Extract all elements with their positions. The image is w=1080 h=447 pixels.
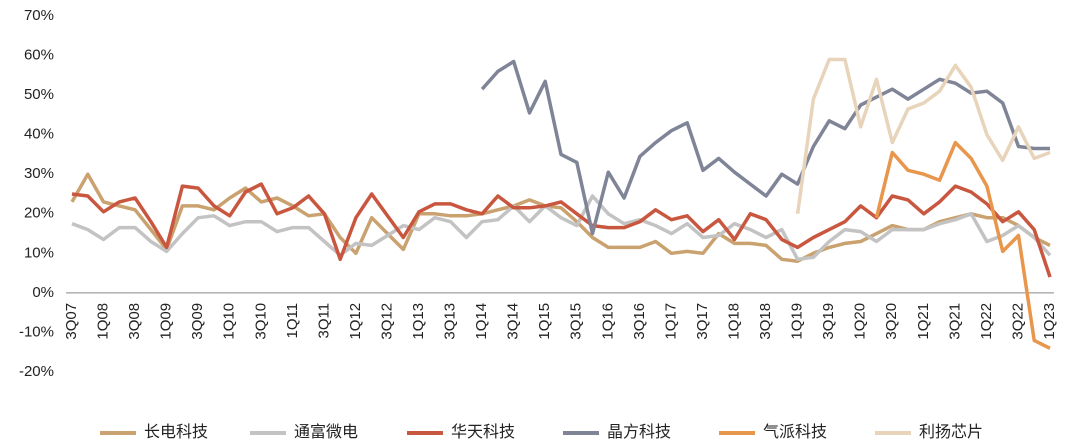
legend-label: 华天科技 xyxy=(451,423,515,441)
x-tick-label: 3Q10 xyxy=(252,303,269,340)
x-tick-label: 1Q09 xyxy=(158,303,175,340)
y-tick-label: 40% xyxy=(24,126,54,143)
x-tick-label: 1Q21 xyxy=(915,303,932,340)
x-tick-label: 3Q20 xyxy=(883,303,900,340)
series-line xyxy=(70,172,1051,263)
x-tick-label: 3Q08 xyxy=(126,303,143,340)
x-tick-label: 1Q22 xyxy=(978,303,995,340)
legend-label: 长电科技 xyxy=(144,423,208,441)
x-tick-label: 1Q19 xyxy=(789,303,806,340)
series-line xyxy=(795,57,1051,215)
x-tick-label: 3Q22 xyxy=(1009,303,1026,340)
legend: 长电科技 通富微电 华天科技 晶方科技 气派科技 利扬芯片 xyxy=(100,423,983,441)
series-line xyxy=(71,182,1052,278)
x-tick-label: 3Q12 xyxy=(378,303,395,340)
x-tick-label: 1Q11 xyxy=(284,303,301,339)
legend-label: 气派科技 xyxy=(763,423,827,441)
x-tick-label: 3Q11 xyxy=(315,303,332,339)
x-tick-label: 1Q23 xyxy=(1041,303,1058,340)
x-tick-label: 1Q17 xyxy=(662,303,679,340)
y-tick-label: -20% xyxy=(19,363,54,380)
y-tick-label: -10% xyxy=(19,323,54,340)
series-line xyxy=(480,59,1050,236)
legend-label: 通富微电 xyxy=(294,423,358,441)
y-tick-label: 30% xyxy=(24,165,54,182)
series-line xyxy=(874,140,1051,350)
x-tick-label: 3Q18 xyxy=(757,303,774,340)
x-tick-label: 3Q07 xyxy=(63,303,80,340)
y-tick-label: 0% xyxy=(32,284,54,301)
x-tick-label: 3Q19 xyxy=(820,303,837,340)
y-tick-label: 10% xyxy=(24,244,54,261)
x-tick-label: 1Q08 xyxy=(95,303,112,340)
x-tick-label: 3Q14 xyxy=(505,303,522,340)
x-tick-label: 3Q21 xyxy=(946,303,963,340)
x-tick-label: 1Q12 xyxy=(347,303,364,340)
x-tick-label: 1Q15 xyxy=(536,303,553,340)
x-tick-label: 1Q10 xyxy=(221,303,238,340)
x-tick-label: 1Q18 xyxy=(725,303,742,340)
x-tick-label: 1Q13 xyxy=(410,303,427,340)
y-tick-label: 50% xyxy=(24,86,54,103)
y-tick-label: 70% xyxy=(24,7,54,24)
x-tick-label: 3Q09 xyxy=(189,303,206,340)
y-tick-label: 60% xyxy=(24,47,54,64)
x-tick-label: 3Q16 xyxy=(631,303,648,340)
x-tick-label: 3Q17 xyxy=(694,303,711,340)
x-tick-label: 1Q20 xyxy=(852,303,869,340)
legend-label: 利扬芯片 xyxy=(919,423,983,441)
series-line xyxy=(71,194,1052,262)
x-tick-label: 1Q14 xyxy=(473,303,490,340)
legend-label: 晶方科技 xyxy=(607,423,671,441)
x-tick-label: 1Q16 xyxy=(599,303,616,340)
y-tick-label: 20% xyxy=(24,205,54,222)
x-tick-label: 3Q15 xyxy=(568,303,585,340)
x-tick-label: 3Q13 xyxy=(442,303,459,340)
